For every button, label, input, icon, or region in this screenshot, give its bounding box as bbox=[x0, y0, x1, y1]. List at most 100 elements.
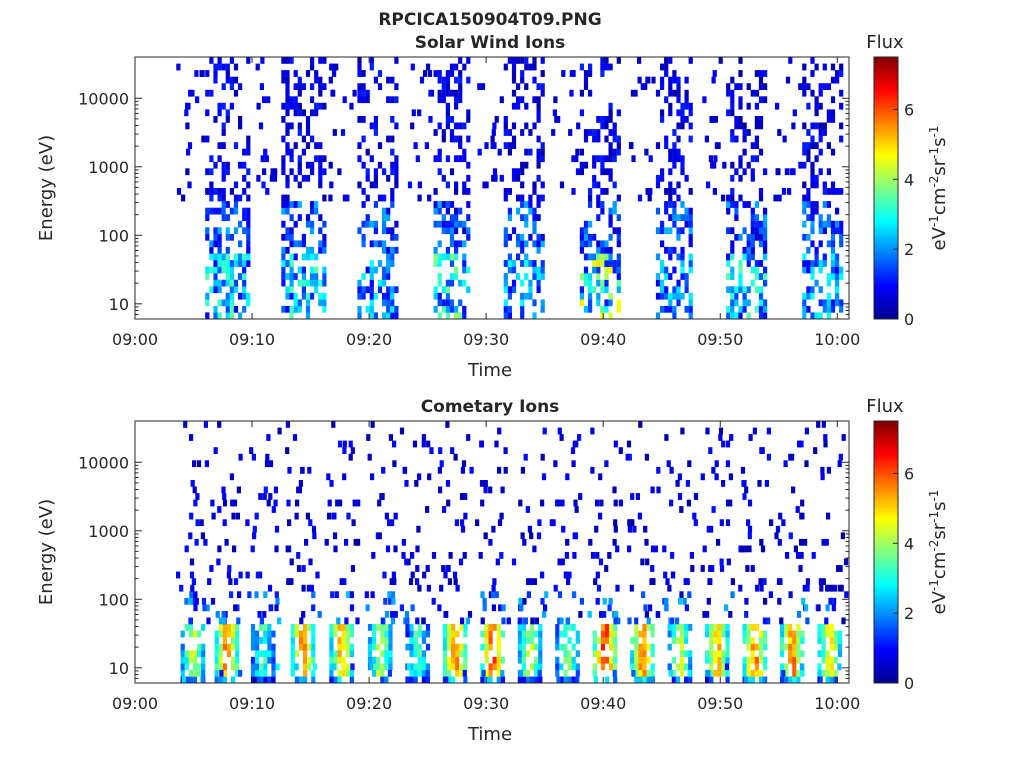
heatmap-cell bbox=[314, 279, 319, 287]
y-tick-label: 10 bbox=[109, 295, 129, 314]
heatmap-cell bbox=[193, 591, 198, 599]
heatmap-cell bbox=[229, 76, 234, 84]
heatmap-cell bbox=[462, 63, 467, 71]
heatmap-cell bbox=[826, 240, 831, 248]
heatmap-cell bbox=[285, 447, 290, 454]
heatmap-cell bbox=[445, 292, 450, 300]
heatmap-cell bbox=[524, 122, 529, 130]
heatmap-cell bbox=[719, 565, 725, 572]
heatmap-cell bbox=[267, 624, 272, 631]
heatmap-cell bbox=[725, 460, 730, 468]
heatmap-cell bbox=[441, 214, 446, 221]
heatmap-cell bbox=[536, 148, 541, 156]
heatmap-cell bbox=[613, 525, 618, 533]
heatmap-cell bbox=[516, 233, 521, 241]
heatmap-cell bbox=[646, 617, 651, 625]
heatmap-cell bbox=[595, 571, 600, 579]
heatmap-cell bbox=[729, 434, 734, 441]
heatmap-cell bbox=[810, 89, 815, 97]
heatmap-cell bbox=[829, 669, 834, 677]
heatmap-cell bbox=[676, 181, 681, 189]
heatmap-cell bbox=[821, 421, 826, 428]
heatmap-cell bbox=[507, 148, 512, 156]
heatmap-cell bbox=[655, 292, 661, 300]
heatmap-cell bbox=[443, 571, 448, 579]
heatmap-cell bbox=[575, 148, 580, 156]
heatmap-cell bbox=[345, 624, 350, 631]
heatmap-cell bbox=[592, 253, 597, 261]
heatmap-cell bbox=[232, 499, 238, 507]
heatmap-cell bbox=[630, 519, 635, 527]
heatmap-cell bbox=[388, 597, 393, 605]
heatmap-cell bbox=[818, 135, 823, 143]
heatmap-cell bbox=[738, 233, 743, 241]
heatmap-cell bbox=[650, 643, 655, 651]
heatmap-cell bbox=[369, 279, 374, 287]
heatmap-cell bbox=[314, 286, 319, 294]
heatmap-cell bbox=[380, 617, 385, 625]
heatmap-cell bbox=[530, 630, 535, 638]
heatmap-cell bbox=[293, 70, 298, 77]
heatmap-cell bbox=[540, 194, 545, 202]
heatmap-cell bbox=[822, 220, 827, 228]
heatmap-cell bbox=[826, 466, 831, 474]
heatmap-cell bbox=[721, 480, 726, 487]
heatmap-cell bbox=[225, 116, 230, 123]
heatmap-cell bbox=[684, 604, 689, 612]
heatmap-cell bbox=[784, 624, 789, 631]
heatmap-cell bbox=[758, 83, 764, 90]
heatmap-cell bbox=[213, 447, 218, 454]
heatmap-cell bbox=[285, 174, 290, 182]
heatmap-cell bbox=[413, 637, 418, 644]
heatmap-cell bbox=[684, 637, 689, 644]
heatmap-cell bbox=[218, 617, 223, 625]
heatmap-cell bbox=[195, 96, 200, 104]
heatmap-cell bbox=[742, 168, 747, 176]
heatmap-cell bbox=[743, 676, 748, 683]
heatmap-cell bbox=[484, 181, 489, 189]
heatmap-cell bbox=[660, 292, 665, 300]
heatmap-cell bbox=[195, 493, 200, 500]
heatmap-cell bbox=[318, 240, 323, 248]
heatmap-cell bbox=[238, 273, 243, 280]
heatmap-cell bbox=[638, 643, 643, 651]
heatmap-cell bbox=[538, 676, 543, 683]
heatmap-cell bbox=[630, 663, 635, 671]
heatmap-cell bbox=[532, 76, 537, 84]
heatmap-cell bbox=[229, 233, 234, 241]
heatmap-cell bbox=[303, 643, 308, 651]
heatmap-cell bbox=[557, 617, 562, 625]
heatmap-cell bbox=[496, 676, 501, 683]
heatmap-cell bbox=[446, 643, 452, 651]
heatmap-cell bbox=[484, 637, 489, 644]
heatmap-cell bbox=[466, 201, 471, 208]
heatmap-cell bbox=[480, 83, 486, 90]
heatmap-cell bbox=[437, 168, 442, 176]
heatmap-cell bbox=[684, 650, 689, 658]
heatmap-cell bbox=[717, 643, 722, 651]
heatmap-cell bbox=[293, 102, 298, 110]
heatmap-cell bbox=[638, 676, 643, 683]
heatmap-cell bbox=[762, 676, 767, 683]
heatmap-cell bbox=[688, 253, 693, 261]
heatmap-cell bbox=[377, 260, 383, 267]
heatmap-cell bbox=[784, 676, 789, 683]
heatmap-cell bbox=[272, 174, 278, 182]
heatmap-cell bbox=[721, 624, 726, 631]
heatmap-cell bbox=[835, 299, 840, 307]
heatmap-cell bbox=[511, 260, 517, 267]
heatmap-cell bbox=[579, 597, 584, 605]
heatmap-cell bbox=[454, 188, 459, 195]
heatmap-cell bbox=[791, 122, 796, 130]
heatmap-cell bbox=[655, 174, 661, 182]
x-tick-label: 09:10 bbox=[229, 694, 275, 713]
heatmap-cell bbox=[759, 584, 764, 592]
heatmap-cell bbox=[725, 650, 730, 658]
heatmap-cell bbox=[676, 253, 681, 261]
heatmap-cell bbox=[289, 558, 294, 566]
heatmap-cell bbox=[285, 70, 290, 77]
heatmap-cell bbox=[449, 253, 455, 261]
heatmap-cell bbox=[380, 630, 385, 638]
heatmap-cell bbox=[604, 299, 609, 307]
heatmap-cell bbox=[281, 220, 286, 228]
